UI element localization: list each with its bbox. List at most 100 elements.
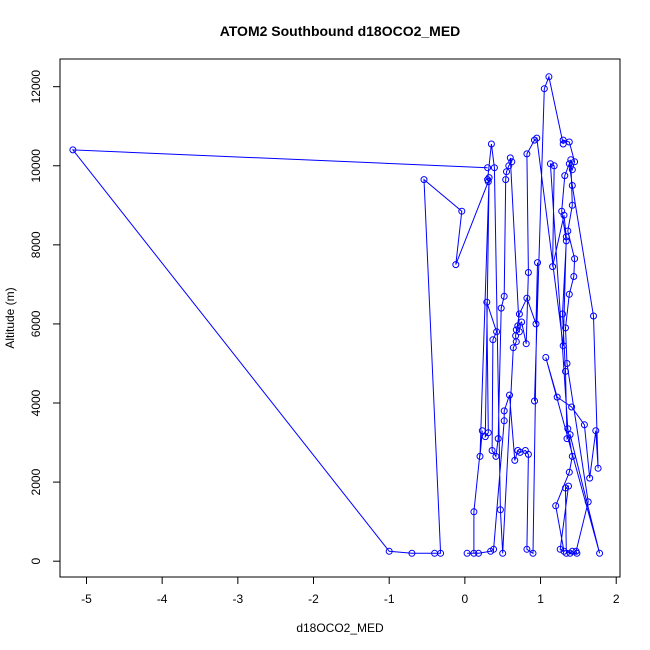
data-point <box>514 447 522 454</box>
data-point <box>552 502 560 510</box>
data-point <box>503 168 510 176</box>
data-point <box>565 160 573 168</box>
data-point <box>592 427 600 435</box>
data-point <box>506 391 513 399</box>
data-point <box>490 164 498 172</box>
data-point <box>563 435 571 443</box>
data-point <box>542 354 550 361</box>
data-point <box>560 211 568 219</box>
data-point <box>69 146 77 154</box>
data-point <box>580 421 588 429</box>
data-point <box>565 482 572 490</box>
data-point <box>502 176 510 184</box>
data-point <box>484 178 492 186</box>
data-point <box>549 263 557 271</box>
data-point <box>506 154 514 162</box>
data-point <box>420 176 428 184</box>
data-point <box>523 150 531 158</box>
y-axis: 0 2000 4000 6000 8000 10000 12000 <box>29 70 60 565</box>
data-point <box>534 259 541 267</box>
x-axis-label: d18OCO2_MED <box>296 621 384 635</box>
data-point <box>532 320 540 328</box>
data-point <box>487 140 495 148</box>
x-tick-label: -1 <box>384 592 395 606</box>
y-tick-label: 8000 <box>29 231 43 258</box>
x-tick-label: -5 <box>81 592 92 606</box>
data-point <box>500 407 508 415</box>
data-point <box>458 207 466 215</box>
data-point <box>500 417 508 425</box>
y-tick-label: 2000 <box>29 468 43 495</box>
x-tick-label: -4 <box>157 592 168 606</box>
data-point <box>584 498 592 506</box>
x-tick-label: 2 <box>613 592 620 606</box>
data-point <box>533 134 541 142</box>
data-point <box>500 292 508 300</box>
data-point <box>408 549 416 557</box>
data-point <box>596 549 604 557</box>
data-point <box>478 427 486 435</box>
data-point <box>568 547 576 555</box>
data-point <box>568 452 576 460</box>
data-point <box>545 73 553 81</box>
data-point <box>492 452 500 460</box>
data-point <box>481 433 489 441</box>
data-point <box>463 549 471 557</box>
data-point <box>562 549 570 557</box>
y-tick-label: 0 <box>29 558 43 565</box>
data-point <box>568 201 576 209</box>
data-point <box>561 172 569 180</box>
data-point <box>563 360 571 367</box>
data-point <box>562 233 570 241</box>
x-tick-label: -3 <box>233 592 244 606</box>
data-point <box>531 136 538 144</box>
data-point <box>567 156 575 164</box>
data-point <box>470 549 478 557</box>
data-point <box>518 318 526 326</box>
data-point <box>566 549 574 557</box>
data-point <box>562 237 570 245</box>
data-point <box>470 508 478 516</box>
data-point <box>512 338 520 346</box>
data-point <box>489 336 497 344</box>
data-point <box>515 328 523 336</box>
data-point <box>565 468 573 476</box>
x-axis: -5 -4 -3 -2 -1 0 1 2 <box>81 577 620 606</box>
data-point <box>559 136 567 144</box>
data-point <box>523 545 531 553</box>
data-point <box>483 298 491 306</box>
chart-title: ATOM2 Southbound d18OCO2_MED <box>220 23 461 39</box>
x-tick-label: 1 <box>537 592 544 606</box>
data-point <box>562 324 569 332</box>
data-point <box>490 545 498 553</box>
data-point <box>431 549 439 557</box>
data-point <box>570 273 578 280</box>
data-point <box>523 294 531 302</box>
data-point <box>568 166 576 174</box>
data-point <box>559 310 566 318</box>
data-point <box>568 182 576 189</box>
data-point <box>564 425 572 433</box>
data-point <box>560 547 568 555</box>
data-point <box>586 474 594 482</box>
data-point <box>524 269 532 276</box>
data-point <box>499 549 507 557</box>
data-point <box>515 310 523 318</box>
data-point <box>568 403 576 411</box>
data-point <box>524 450 532 458</box>
plot-area <box>69 73 604 557</box>
plot-frame <box>59 58 621 578</box>
data-point <box>484 164 492 172</box>
data-point <box>558 207 566 215</box>
data-point <box>590 312 597 320</box>
data-point <box>496 506 504 514</box>
data-point <box>494 435 502 443</box>
data-point <box>565 138 573 146</box>
data-point <box>505 162 513 170</box>
data-point <box>556 545 564 553</box>
data-point <box>488 447 496 454</box>
x-tick-label: 0 <box>462 592 469 606</box>
data-point <box>559 342 567 350</box>
data-point <box>511 456 519 464</box>
